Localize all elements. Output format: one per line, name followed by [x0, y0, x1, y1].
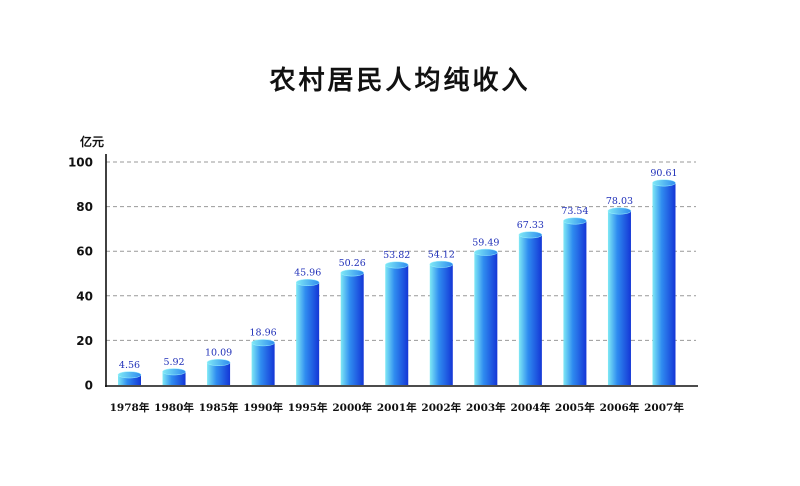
bar-body: [385, 264, 409, 385]
bar: [474, 248, 498, 385]
x-tick-label: 1990年: [243, 401, 283, 414]
bar: [206, 359, 231, 385]
bar-body: [251, 342, 275, 385]
x-tick-label: 2000年: [332, 401, 372, 414]
bar: [518, 231, 543, 385]
x-tick-label: 1985年: [199, 401, 239, 414]
value-label: 78.03: [606, 196, 633, 207]
bar-body: [296, 282, 320, 385]
x-tick-label: 2005年: [555, 401, 595, 414]
bar: [652, 179, 676, 385]
value-label: 59.49: [472, 237, 499, 248]
bar-cap: [206, 359, 231, 366]
y-tick-label: 60: [76, 245, 93, 259]
axes: [105, 154, 698, 387]
bar: [117, 371, 142, 385]
chart-title: 农村居民人均纯收入: [269, 66, 531, 96]
bar-body: [518, 234, 542, 385]
y-tick-label: 0: [85, 379, 93, 393]
y-tick-label: 80: [76, 200, 93, 214]
bar: [429, 260, 454, 385]
bar-cap: [162, 368, 186, 376]
bar: [563, 217, 587, 385]
value-label: 53.82: [383, 250, 410, 261]
bar-cap: [429, 260, 454, 268]
bar-body: [207, 362, 231, 385]
bar-cap: [340, 269, 364, 277]
bar-cap: [251, 339, 275, 347]
y-axis-unit: 亿元: [80, 134, 104, 149]
bar-cap: [518, 231, 543, 239]
bar: [162, 368, 186, 385]
bar-body: [563, 221, 587, 385]
y-tick-label: 40: [76, 289, 93, 303]
x-tick-label: 2004年: [511, 401, 551, 414]
bar-body: [652, 182, 676, 385]
bar-body: [474, 252, 498, 385]
bar-cap: [385, 261, 409, 269]
x-tick-label: 2003年: [466, 401, 506, 414]
bar-body: [118, 374, 141, 385]
bar: [607, 207, 632, 385]
x-tick-label: 1995年: [288, 401, 328, 414]
labels: 0 20 40 60 80 100 亿元 4.56 1978年 5.92 1980年 10.09 198…: [68, 134, 684, 414]
value-label: 90.61: [650, 168, 677, 179]
x-tick-label: 2006年: [600, 401, 640, 414]
bar-body: [340, 272, 364, 385]
value-label: 54.12: [428, 249, 455, 260]
bar-cap: [652, 179, 676, 187]
bar-body: [429, 264, 453, 385]
bar-cap: [295, 279, 320, 286]
bar-cap: [117, 371, 142, 379]
bars: [117, 179, 676, 385]
bar-cap: [607, 207, 632, 215]
value-label: 10.09: [205, 347, 232, 358]
bar-cap: [474, 248, 498, 256]
y-tick-label: 100: [68, 156, 93, 170]
bar: [340, 269, 364, 385]
value-label: 67.33: [517, 220, 544, 231]
value-label: 18.96: [250, 328, 277, 339]
bar: [251, 339, 275, 385]
bar-cap: [563, 217, 587, 225]
value-label: 5.92: [163, 357, 184, 368]
bar: [295, 279, 320, 385]
bar-body: [162, 371, 186, 385]
value-label: 50.26: [339, 258, 366, 269]
value-label: 4.56: [119, 360, 140, 371]
value-label: 45.96: [294, 268, 321, 279]
x-tick-label: 2007年: [644, 401, 684, 414]
x-tick-label: 2002年: [421, 401, 461, 414]
value-label: 73.54: [561, 206, 588, 217]
x-tick-label: 1978年: [110, 401, 150, 414]
y-tick-label: 20: [76, 334, 93, 348]
x-tick-label: 2001年: [377, 401, 417, 414]
bar: [385, 261, 409, 385]
x-tick-label: 1980年: [154, 401, 194, 414]
bar-body: [607, 210, 631, 385]
